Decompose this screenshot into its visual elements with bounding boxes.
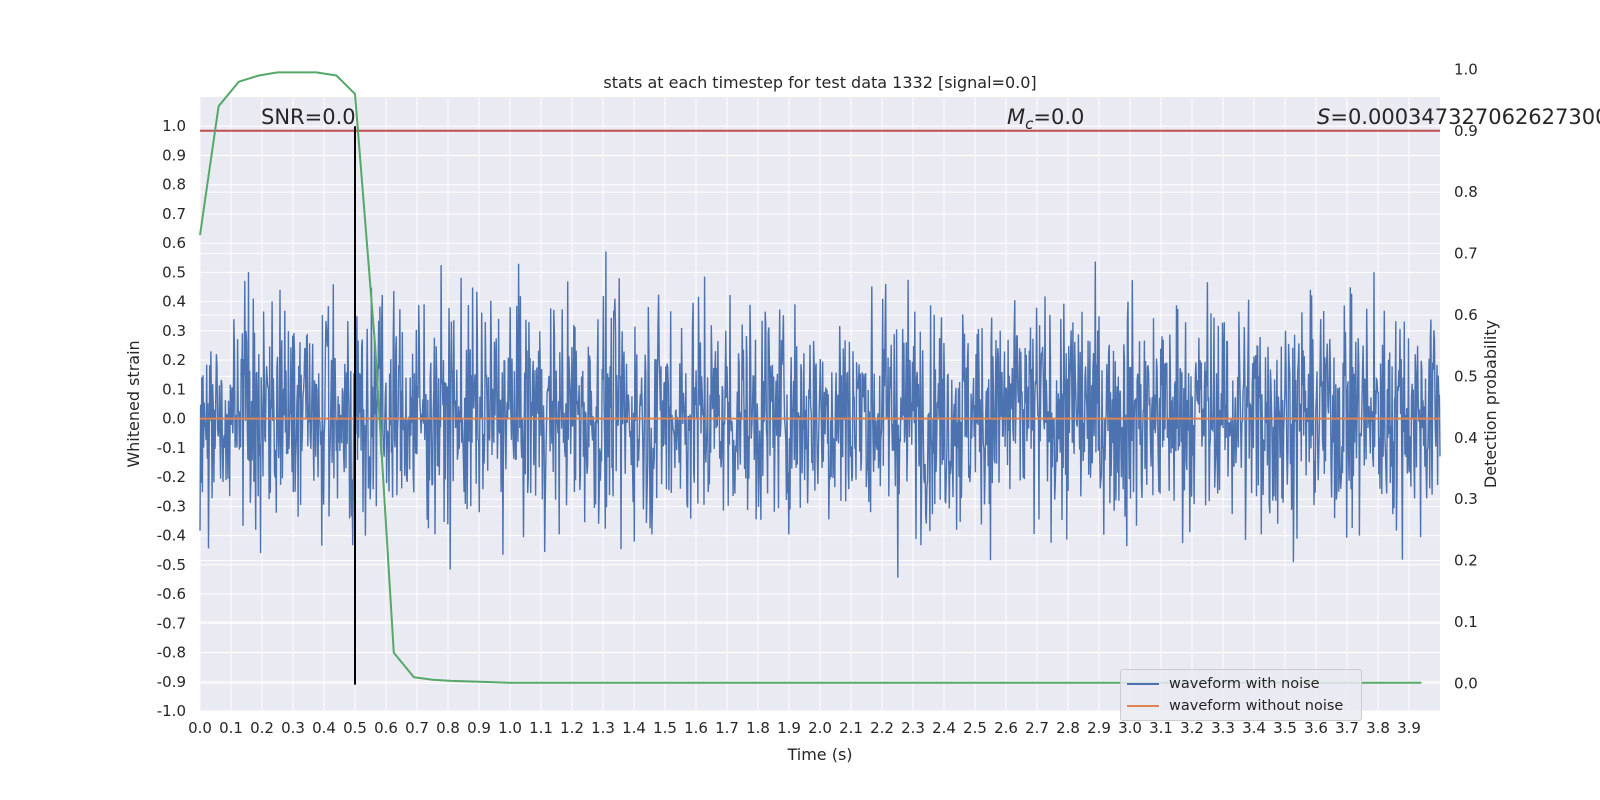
y2-tick-label: 0.4 — [1454, 429, 1478, 447]
x-tick-label: 2.5 — [963, 719, 987, 737]
x-tick-label: 1.8 — [746, 719, 770, 737]
x-tick-label: 2.0 — [808, 719, 832, 737]
x-tick-label: 1.7 — [715, 719, 739, 737]
x-tick-label: 3.1 — [1149, 719, 1173, 737]
y2-axis-label: Detection probability — [1481, 320, 1500, 488]
legend-label-without-noise: waveform without noise — [1169, 698, 1344, 714]
x-tick-label: 3.0 — [1118, 719, 1142, 737]
y2-tick-label: 0.9 — [1454, 122, 1478, 140]
y-tick-label: 0.4 — [162, 293, 186, 311]
x-axis-label: Time (s) — [786, 745, 852, 764]
x-tick-label: 2.2 — [870, 719, 894, 737]
legend-label-with-noise: waveform with noise — [1169, 676, 1320, 692]
x-tick-label: 3.5 — [1273, 719, 1297, 737]
x-tick-label: 2.7 — [1025, 719, 1049, 737]
y2-tick-label: 1.0 — [1454, 60, 1478, 78]
s-annotation: S=0.000347327062627300 — [1317, 105, 1600, 129]
y-tick-label: 0.1 — [162, 380, 186, 398]
x-tick-label: 0.0 — [188, 719, 212, 737]
y2-tick-label: 0.5 — [1454, 367, 1478, 385]
x-tick-label: 2.9 — [1087, 719, 1111, 737]
tick-layer: 0.0 0.1 0.2 0.3 0.4 0.5 0.6 0.7 0.8 0.9 1.0 1.1 1.2 1… — [157, 60, 1478, 737]
legend-swatch-with-noise — [1127, 683, 1159, 685]
x-tick-label: 1.3 — [591, 719, 615, 737]
y-tick-label: -0.3 — [157, 497, 186, 515]
y2-tick-label: 0.0 — [1454, 674, 1478, 692]
y2-tick-label: 0.3 — [1454, 490, 1478, 508]
y-tick-label: 0.5 — [162, 263, 186, 281]
x-tick-label: 1.0 — [498, 719, 522, 737]
y-tick-label: 1.0 — [162, 117, 186, 135]
y-tick-label: 0.8 — [162, 176, 186, 194]
detection-probability-line — [199, 71, 1422, 684]
y-tick-label: 0.6 — [162, 234, 186, 252]
y-tick-label: -0.5 — [157, 556, 186, 574]
y2-tick-label: 0.1 — [1454, 613, 1478, 631]
y-tick-label: -0.8 — [157, 644, 186, 662]
x-tick-label: 3.3 — [1211, 719, 1235, 737]
y-tick-label: -0.7 — [157, 614, 186, 632]
y-tick-label: -0.6 — [157, 585, 186, 603]
y-tick-label: 0.3 — [162, 322, 186, 340]
x-tick-label: 1.1 — [529, 719, 553, 737]
s-symbol: S — [1317, 105, 1330, 129]
x-tick-label: 0.3 — [281, 719, 305, 737]
x-tick-label: 2.6 — [994, 719, 1018, 737]
chart-title: stats at each timestep for test data 133… — [603, 73, 1036, 92]
x-tick-label: 1.4 — [622, 719, 646, 737]
x-tick-label: 3.4 — [1242, 719, 1266, 737]
x-tick-label: 0.6 — [374, 719, 398, 737]
x-tick-label: 3.8 — [1366, 719, 1390, 737]
mc-annotation: Mc=0.0 — [1007, 105, 1084, 133]
y-tick-label: 0.0 — [162, 410, 186, 428]
snr-annotation: SNR=0.0 — [261, 105, 356, 129]
y-tick-label: -0.4 — [157, 527, 186, 545]
y-tick-label: -0.2 — [157, 468, 186, 486]
s-value: =0.000347327062627300 — [1330, 105, 1600, 129]
y-tick-label: 0.2 — [162, 351, 186, 369]
y-tick-label: 0.7 — [162, 205, 186, 223]
x-tick-label: 0.8 — [436, 719, 460, 737]
series-layer — [199, 71, 1441, 685]
y2-tick-label: 0.7 — [1454, 245, 1478, 263]
y-tick-label: -0.1 — [157, 439, 186, 457]
mc-value: =0.0 — [1033, 105, 1084, 129]
x-tick-label: 1.9 — [777, 719, 801, 737]
x-tick-label: 3.6 — [1304, 719, 1328, 737]
x-tick-label: 3.7 — [1335, 719, 1359, 737]
y-axis-label: Whitened strain — [124, 340, 143, 467]
mc-subscript: c — [1025, 115, 1034, 133]
x-tick-label: 3.9 — [1397, 719, 1421, 737]
x-tick-label: 2.4 — [932, 719, 956, 737]
legend-item-with-noise: waveform with noise — [1127, 673, 1320, 695]
x-tick-label: 1.5 — [653, 719, 677, 737]
y-tick-label: -1.0 — [157, 702, 186, 720]
x-tick-label: 0.7 — [405, 719, 429, 737]
x-tick-label: 0.9 — [467, 719, 491, 737]
x-tick-label: 0.4 — [312, 719, 336, 737]
y2-tick-label: 0.6 — [1454, 306, 1478, 324]
legend: waveform with noise waveform without noi… — [1120, 669, 1362, 721]
x-tick-label: 0.2 — [250, 719, 274, 737]
legend-item-without-noise: waveform without noise — [1127, 695, 1343, 717]
x-tick-label: 2.1 — [839, 719, 863, 737]
y-tick-label: -0.9 — [157, 673, 186, 691]
x-tick-label: 0.5 — [343, 719, 367, 737]
y-tick-label: 0.9 — [162, 146, 186, 164]
mc-symbol: M — [1007, 105, 1025, 129]
x-tick-label: 1.6 — [684, 719, 708, 737]
y2-tick-label: 0.2 — [1454, 552, 1478, 570]
x-tick-label: 2.8 — [1056, 719, 1080, 737]
x-tick-label: 3.2 — [1180, 719, 1204, 737]
x-tick-label: 0.1 — [219, 719, 243, 737]
x-tick-label: 2.3 — [901, 719, 925, 737]
waveform-with-noise-line — [199, 251, 1441, 578]
legend-swatch-without-noise — [1127, 705, 1159, 707]
y2-tick-label: 0.8 — [1454, 183, 1478, 201]
x-tick-label: 1.2 — [560, 719, 584, 737]
